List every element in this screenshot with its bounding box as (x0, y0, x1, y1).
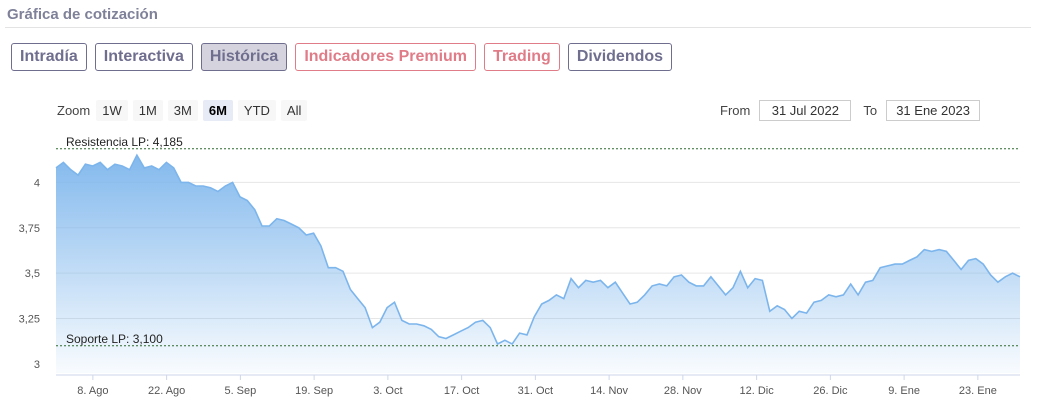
x-tick-label: 5. Sep (224, 385, 256, 397)
to-label: To (863, 103, 878, 118)
x-tick-label: 14. Nov (590, 385, 628, 397)
zoom-1m-button[interactable]: 1M (132, 100, 163, 121)
resistance-label: Resistencia LP: 4,185 (66, 135, 183, 149)
tab-intradia[interactable]: Intradía (11, 43, 87, 71)
x-tick-label: 23. Ene (959, 385, 997, 397)
support-label: Soporte LP: 3,100 (66, 332, 163, 346)
zoom-ytd-button[interactable]: YTD (237, 100, 276, 121)
x-tick-label: 17. Oct (444, 385, 479, 397)
y-tick-label: 3,25 (19, 314, 40, 326)
y-tick-label: 3,75 (19, 223, 40, 235)
y-tick-label: 4 (34, 177, 40, 189)
x-tick-label: 28. Nov (664, 385, 702, 397)
chart-tabs: Intradía Interactiva Histórica Indicador… (11, 43, 673, 71)
x-tick-label: 26. Dic (813, 385, 848, 397)
y-tick-label: 3 (34, 359, 40, 371)
price-line (55, 153, 1021, 346)
to-date-input[interactable]: 31 Ene 2023 (886, 100, 981, 121)
tab-trading[interactable]: Trading (484, 43, 560, 71)
x-tick-label: 22. Ago (148, 385, 185, 397)
zoom-label: Zoom (57, 103, 91, 118)
panel-title: Gráfica de cotización (7, 6, 158, 23)
zoom-3m-button[interactable]: 3M (167, 100, 198, 121)
x-tick-label: 8. Ago (77, 385, 108, 397)
zoom-selector: Zoom 1W 1M 3M 6M YTD All (57, 100, 312, 121)
zoom-all-button[interactable]: All (280, 100, 308, 121)
zoom-1w-button[interactable]: 1W (96, 100, 128, 121)
tab-dividendos[interactable]: Dividendos (567, 43, 673, 71)
tab-interactiva[interactable]: Interactiva (94, 43, 193, 71)
tab-indicadores-premium[interactable]: Indicadores Premium (295, 43, 477, 71)
tab-historica[interactable]: Histórica (200, 43, 288, 71)
price-area (56, 155, 1020, 373)
x-tick-label: 31. Oct (518, 385, 553, 397)
date-range-selector: From 31 Jul 2022 To 31 Ene 2023 (720, 100, 981, 121)
from-label: From (720, 103, 751, 118)
x-tick-label: 3. Oct (373, 385, 402, 397)
from-date-input[interactable]: 31 Jul 2022 (759, 100, 852, 121)
title-divider (5, 27, 1031, 28)
x-tick-label: 9. Ene (888, 385, 920, 397)
x-tick-label: 19. Sep (295, 385, 333, 397)
zoom-6m-button[interactable]: 6M (202, 100, 233, 121)
x-tick-label: 12. Dic (739, 385, 774, 397)
y-tick-label: 3,5 (25, 268, 40, 280)
